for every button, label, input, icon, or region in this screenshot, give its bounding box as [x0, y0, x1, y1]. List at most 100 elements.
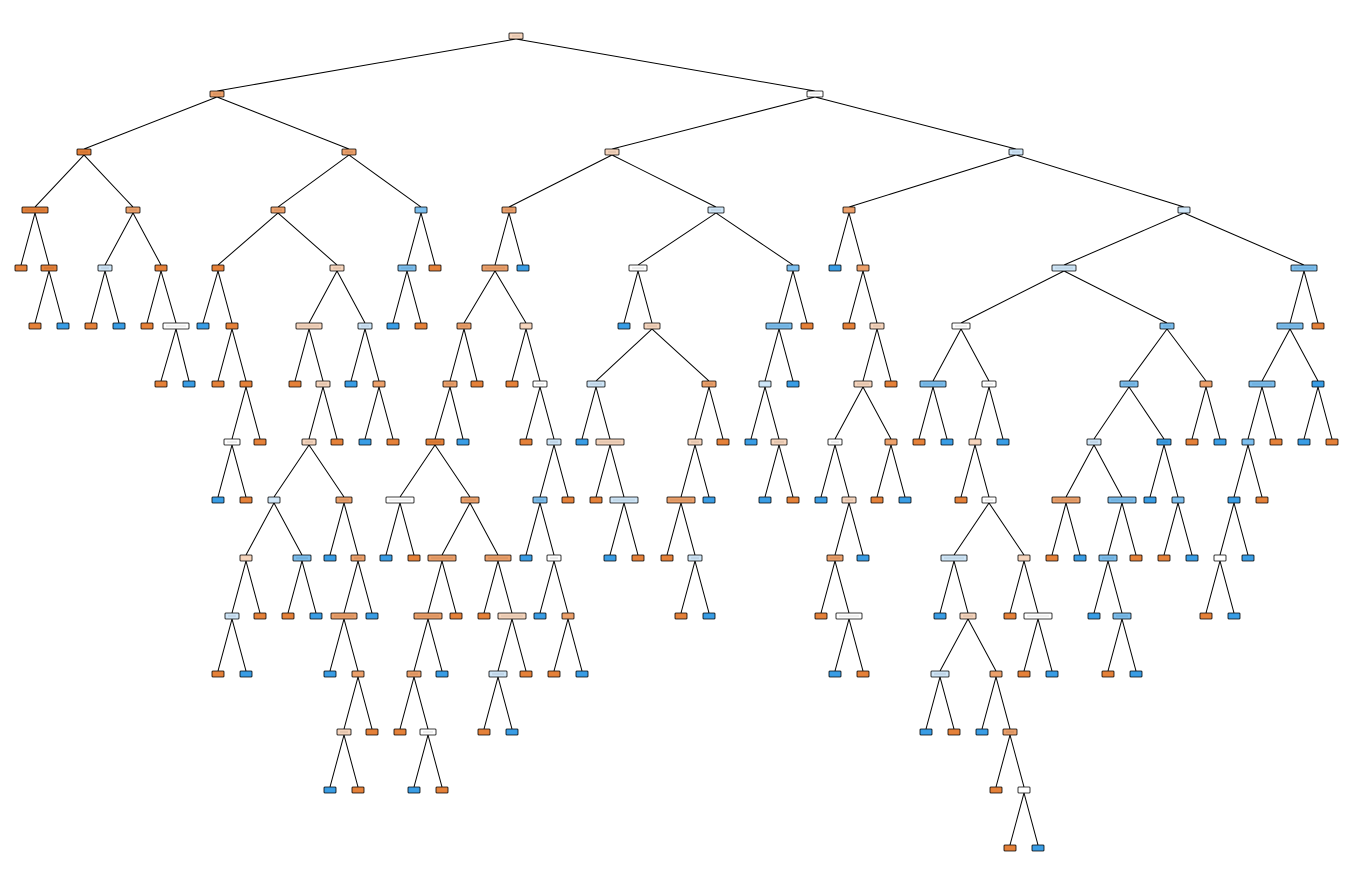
tree-edge: [1183, 212, 1305, 266]
tree-edge: [637, 270, 653, 324]
tree-leaf-node: [1003, 612, 1017, 620]
tree-leaf-node: [870, 496, 884, 504]
tree-leaf-node: [884, 380, 898, 388]
tree-leaf-node: [1227, 612, 1241, 620]
tree-split-node: [301, 438, 317, 446]
tree-split-node: [532, 380, 548, 388]
tree-leaf-node: [828, 264, 842, 272]
tree-edge: [1303, 386, 1319, 440]
tree-leaf-node: [365, 728, 379, 736]
tree-edge: [623, 502, 639, 556]
tree-leaf-node: [393, 728, 407, 736]
tree-leaf-node: [14, 264, 28, 272]
tree-edge: [932, 386, 948, 440]
tree-leaf-node: [516, 264, 530, 272]
tree-edge: [1063, 212, 1185, 266]
tree-edge: [1233, 444, 1249, 498]
tree-leaf-node: [379, 554, 393, 562]
tree-edge: [1009, 734, 1025, 788]
tree-edge: [595, 444, 611, 498]
tree-edge: [539, 386, 555, 440]
tree-edge: [834, 212, 850, 266]
tree-split-node: [1002, 728, 1018, 736]
tree-edge: [848, 270, 864, 324]
tree-split-node: [841, 496, 857, 504]
tree-leaf-node: [1325, 438, 1339, 446]
tree-edge: [329, 502, 345, 556]
tree-leaf-node: [758, 496, 772, 504]
tree-edge: [1261, 386, 1277, 440]
tree-leaf-node: [912, 438, 926, 446]
tree-edge: [611, 96, 816, 150]
tree-edge: [637, 212, 717, 266]
tree-edge: [792, 270, 808, 324]
tree-edge: [406, 270, 422, 324]
tree-leaf-node: [414, 322, 428, 330]
tree-edge: [525, 328, 541, 382]
tree-split-node: [1008, 148, 1024, 156]
tree-edge: [764, 386, 780, 440]
tree-split-node: [292, 554, 312, 562]
tree-leaf-node: [309, 612, 323, 620]
tree-split-node: [595, 438, 625, 446]
tree-leaf-node: [660, 554, 674, 562]
tree-split-node: [76, 148, 92, 156]
tree-edge: [343, 502, 359, 556]
tree-edge: [104, 270, 120, 324]
tree-edge: [1065, 444, 1095, 498]
tree-edge: [413, 676, 429, 730]
tree-edge: [308, 328, 324, 382]
tree-leaf-node: [449, 612, 463, 620]
tree-leaf-node: [828, 670, 842, 678]
tree-edge: [1065, 502, 1081, 556]
tree-split-node: [666, 496, 696, 504]
tree-edge: [385, 502, 401, 556]
tree-leaf-node: [547, 670, 561, 678]
tree-edge: [834, 386, 864, 440]
tree-split-node: [1051, 496, 1081, 504]
tree-edge: [862, 270, 878, 324]
tree-edge: [1023, 560, 1039, 614]
tree-leaf-node: [1101, 670, 1115, 678]
tree-edge: [694, 444, 710, 498]
tree-split-node: [856, 264, 870, 272]
tree-split-node: [609, 496, 639, 504]
tree-split-node: [1119, 380, 1139, 388]
tree-edge: [287, 560, 303, 614]
tree-leaf-node: [211, 496, 225, 504]
tree-edge: [231, 560, 247, 614]
tree-leaf-node: [253, 612, 267, 620]
tree-edge: [273, 444, 310, 498]
tree-edge: [336, 270, 366, 324]
tree-edge: [1093, 560, 1109, 614]
tree-leaf-node: [856, 554, 870, 562]
tree-edge: [1009, 792, 1025, 846]
tree-edge: [1163, 502, 1179, 556]
tree-edge: [820, 560, 836, 614]
tree-edge: [83, 96, 218, 150]
tree-split-node: [643, 322, 661, 330]
tree-edge: [960, 444, 976, 498]
tree-edge: [277, 154, 350, 208]
tree-edge: [20, 212, 36, 266]
tree-edge: [953, 502, 990, 556]
tree-split-node: [869, 322, 885, 330]
tree-leaf-node: [1185, 438, 1199, 446]
tree-leaf-node: [351, 786, 365, 794]
tree-leaf-node: [1129, 670, 1143, 678]
tree-split-node: [826, 554, 844, 562]
tree-edge: [364, 386, 380, 440]
tree-edge: [483, 560, 499, 614]
tree-split-node: [930, 670, 950, 678]
tree-split-node: [484, 554, 512, 562]
tree-edge: [511, 618, 527, 672]
tree-edge: [820, 444, 836, 498]
tree-edge: [175, 328, 190, 382]
tree-edge: [420, 212, 436, 266]
tree-edge: [508, 154, 613, 208]
tree-split-node: [532, 496, 548, 504]
tree-edge: [34, 270, 50, 324]
tree-leaf-node: [1213, 438, 1227, 446]
tree-split-node: [225, 322, 239, 330]
tree-split-node: [1051, 264, 1077, 272]
